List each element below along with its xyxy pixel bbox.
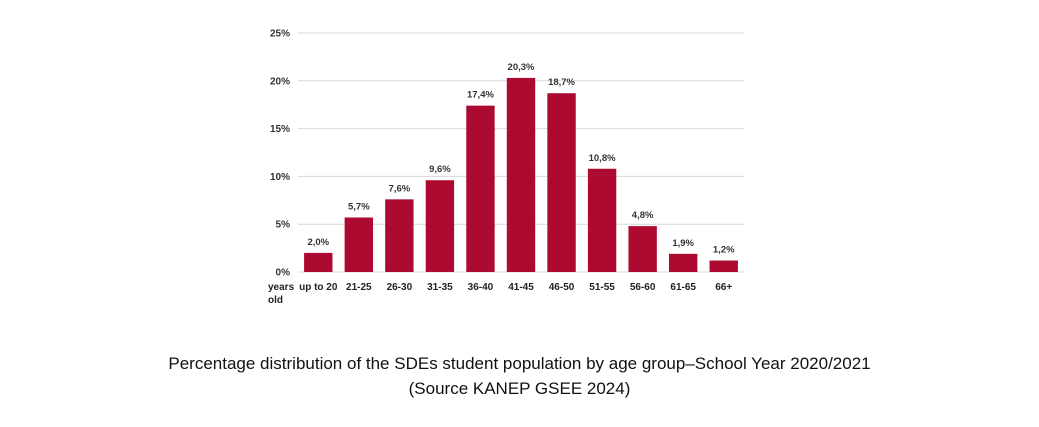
- bar: [425, 180, 455, 272]
- data-label: 17,4%: [467, 90, 494, 101]
- x-axis-label: years: [268, 282, 295, 293]
- bar: [709, 260, 738, 272]
- bar: [506, 77, 536, 272]
- bar: [466, 105, 495, 272]
- x-tick-label: 66+: [715, 282, 732, 293]
- x-tick-label: 31-35: [427, 282, 453, 293]
- y-tick-label: 25%: [270, 29, 290, 40]
- y-tick-label: 15%: [270, 124, 290, 135]
- x-tick-label: 61-65: [670, 282, 696, 293]
- data-label: 2,0%: [307, 237, 329, 248]
- data-label: 10,8%: [589, 153, 616, 164]
- y-tick-label: 0%: [276, 268, 291, 279]
- data-label: 18,7%: [548, 77, 575, 88]
- bar: [547, 93, 576, 272]
- bar: [628, 226, 657, 272]
- data-label: 4,8%: [632, 210, 654, 221]
- x-tick-label: 36-40: [468, 282, 494, 293]
- x-tick-label: 56-60: [630, 282, 656, 293]
- x-tick-label: 26-30: [387, 282, 413, 293]
- x-axis-label: old: [268, 295, 283, 306]
- data-label: 5,7%: [348, 202, 370, 213]
- x-tick-label: 41-45: [508, 282, 534, 293]
- x-tick-label: 46-50: [549, 282, 575, 293]
- data-label: 20,3%: [508, 62, 535, 73]
- bar: [587, 168, 617, 272]
- x-tick-label: up to 20: [299, 282, 338, 293]
- y-tick-label: 20%: [270, 76, 290, 87]
- figure-source: (Source KANEP GSEE 2024): [408, 379, 631, 398]
- x-tick-label: 51-55: [589, 282, 615, 293]
- data-label: 1,2%: [713, 245, 735, 256]
- bar-chart: 0% 5% 10% 15% 20% 25% 2,0% up to 20 5,7% 21-25 7,6…: [268, 29, 744, 306]
- bar: [304, 252, 333, 272]
- y-tick-label: 10%: [270, 172, 290, 183]
- data-label: 7,6%: [389, 183, 411, 194]
- bar: [385, 199, 414, 272]
- x-tick-label: 21-25: [346, 282, 372, 293]
- data-label: 9,6%: [429, 164, 451, 175]
- bar: [668, 253, 698, 272]
- figure-caption: Percentage distribution of the SDEs stud…: [168, 354, 871, 373]
- bar: [344, 217, 374, 272]
- data-label: 1,9%: [672, 238, 694, 249]
- y-tick-label: 5%: [276, 220, 291, 231]
